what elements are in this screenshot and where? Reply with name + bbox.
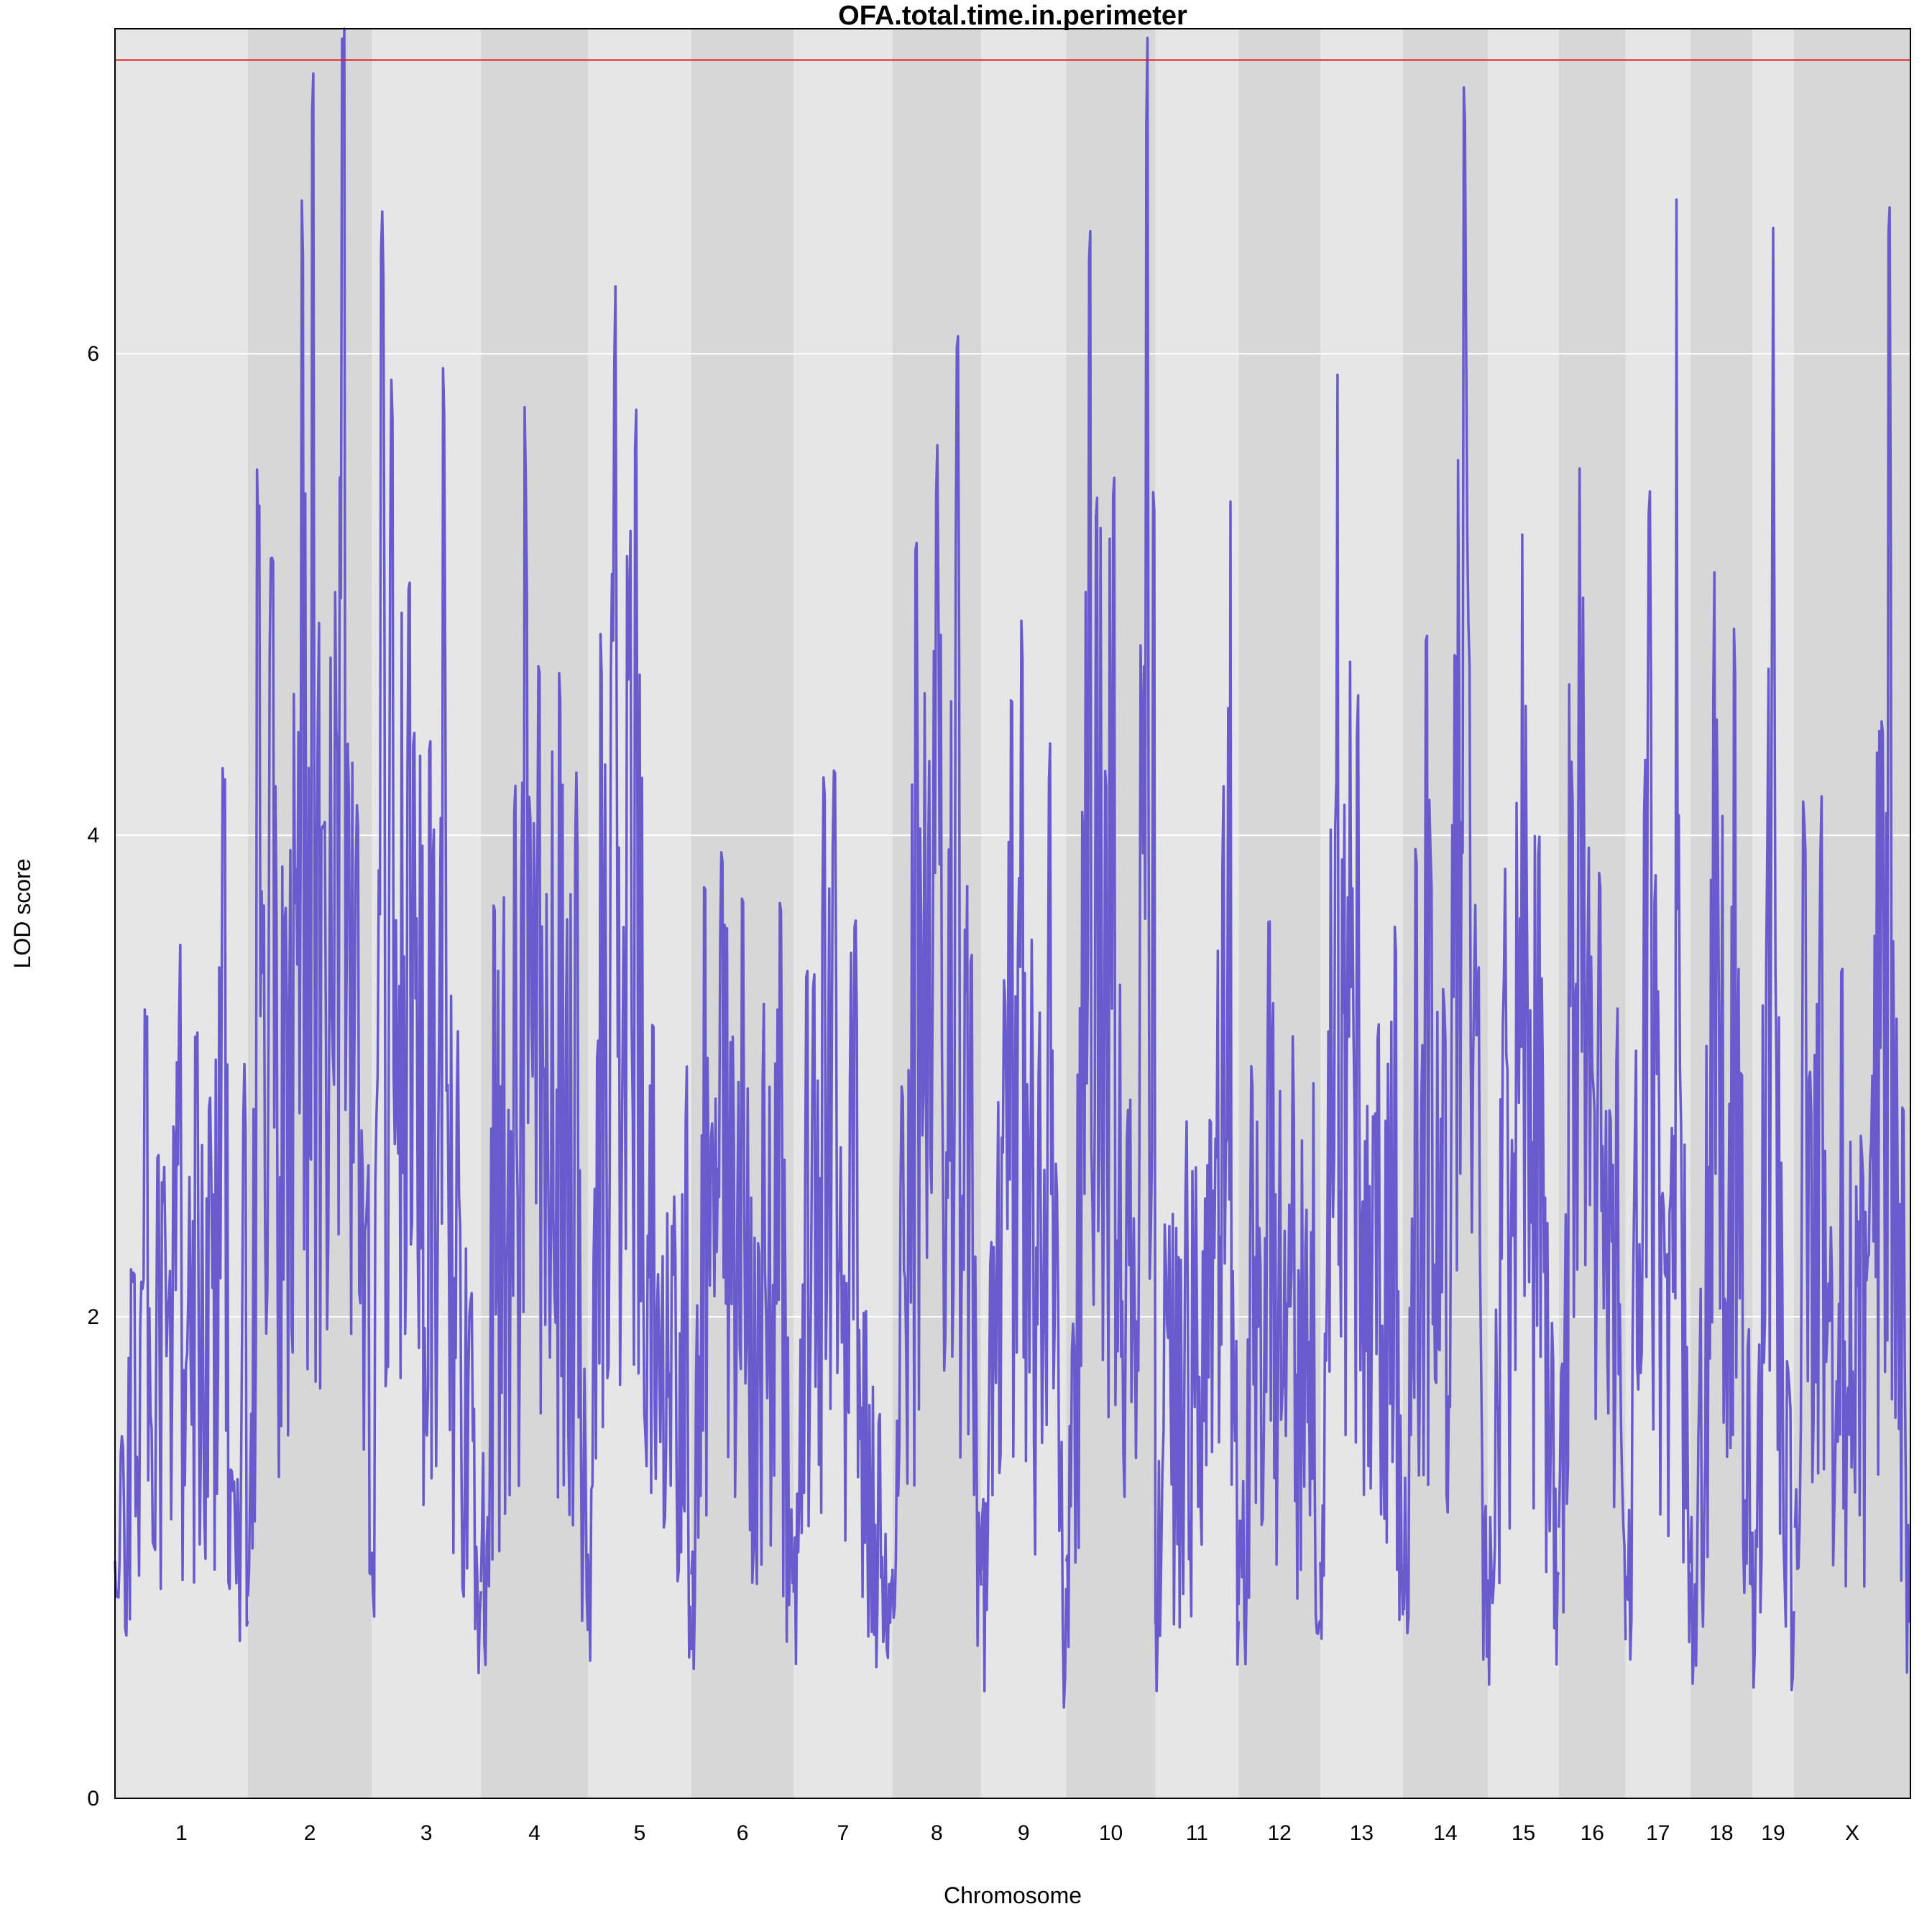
y-tick-label-2: 2 bbox=[87, 1305, 99, 1329]
x-tick-label-1: 1 bbox=[175, 1821, 188, 1845]
plot-border bbox=[114, 28, 1911, 1799]
x-axis-title: Chromosome bbox=[944, 1882, 1082, 1908]
chromosome-band-7 bbox=[794, 29, 893, 1798]
chromosome-band-13 bbox=[1320, 29, 1403, 1798]
x-tick-label-12: 12 bbox=[1267, 1821, 1291, 1845]
chromosome-band-X bbox=[1793, 29, 1910, 1798]
lod-series bbox=[114, 27, 1912, 1709]
x-tick-label-10: 10 bbox=[1099, 1821, 1123, 1845]
x-tick-label-9: 9 bbox=[1018, 1821, 1030, 1845]
x-tick-label-5: 5 bbox=[634, 1821, 646, 1845]
x-tick-label-16: 16 bbox=[1581, 1821, 1604, 1845]
y-tick-label-4: 4 bbox=[87, 824, 99, 847]
x-tick-label-4: 4 bbox=[528, 1821, 540, 1845]
x-tick-label-8: 8 bbox=[931, 1821, 943, 1845]
x-tick-label-6: 6 bbox=[737, 1821, 749, 1845]
y-tick-label-6: 6 bbox=[87, 342, 99, 366]
y-axis-title: LOD score bbox=[9, 859, 35, 969]
x-tick-label-7: 7 bbox=[837, 1821, 850, 1845]
chart-title: OFA.total.time.in.perimeter bbox=[838, 1, 1187, 31]
chromosome-band-12 bbox=[1238, 29, 1321, 1798]
y-axis: 0 2 4 6 bbox=[87, 342, 99, 1811]
x-tick-label-15: 15 bbox=[1512, 1821, 1535, 1845]
chromosome-band-11 bbox=[1155, 29, 1239, 1798]
x-tick-label-13: 13 bbox=[1350, 1821, 1374, 1845]
x-axis: 1 2 3 4 5 6 7 8 9 10 11 12 13 14 15 16 17 18 19 X bbox=[175, 1821, 1859, 1845]
x-tick-label-18: 18 bbox=[1709, 1821, 1733, 1845]
x-tick-label-X: X bbox=[1845, 1821, 1859, 1845]
x-tick-label-19: 19 bbox=[1761, 1821, 1785, 1845]
x-tick-label-17: 17 bbox=[1646, 1821, 1670, 1845]
y-tick-label-0: 0 bbox=[87, 1787, 99, 1811]
x-tick-label-3: 3 bbox=[420, 1821, 433, 1845]
x-tick-label-11: 11 bbox=[1186, 1821, 1208, 1845]
x-tick-label-2: 2 bbox=[304, 1821, 316, 1845]
lod-series-line bbox=[114, 27, 1912, 1709]
chromosome-band-17 bbox=[1625, 29, 1690, 1798]
x-tick-label-14: 14 bbox=[1433, 1821, 1457, 1845]
